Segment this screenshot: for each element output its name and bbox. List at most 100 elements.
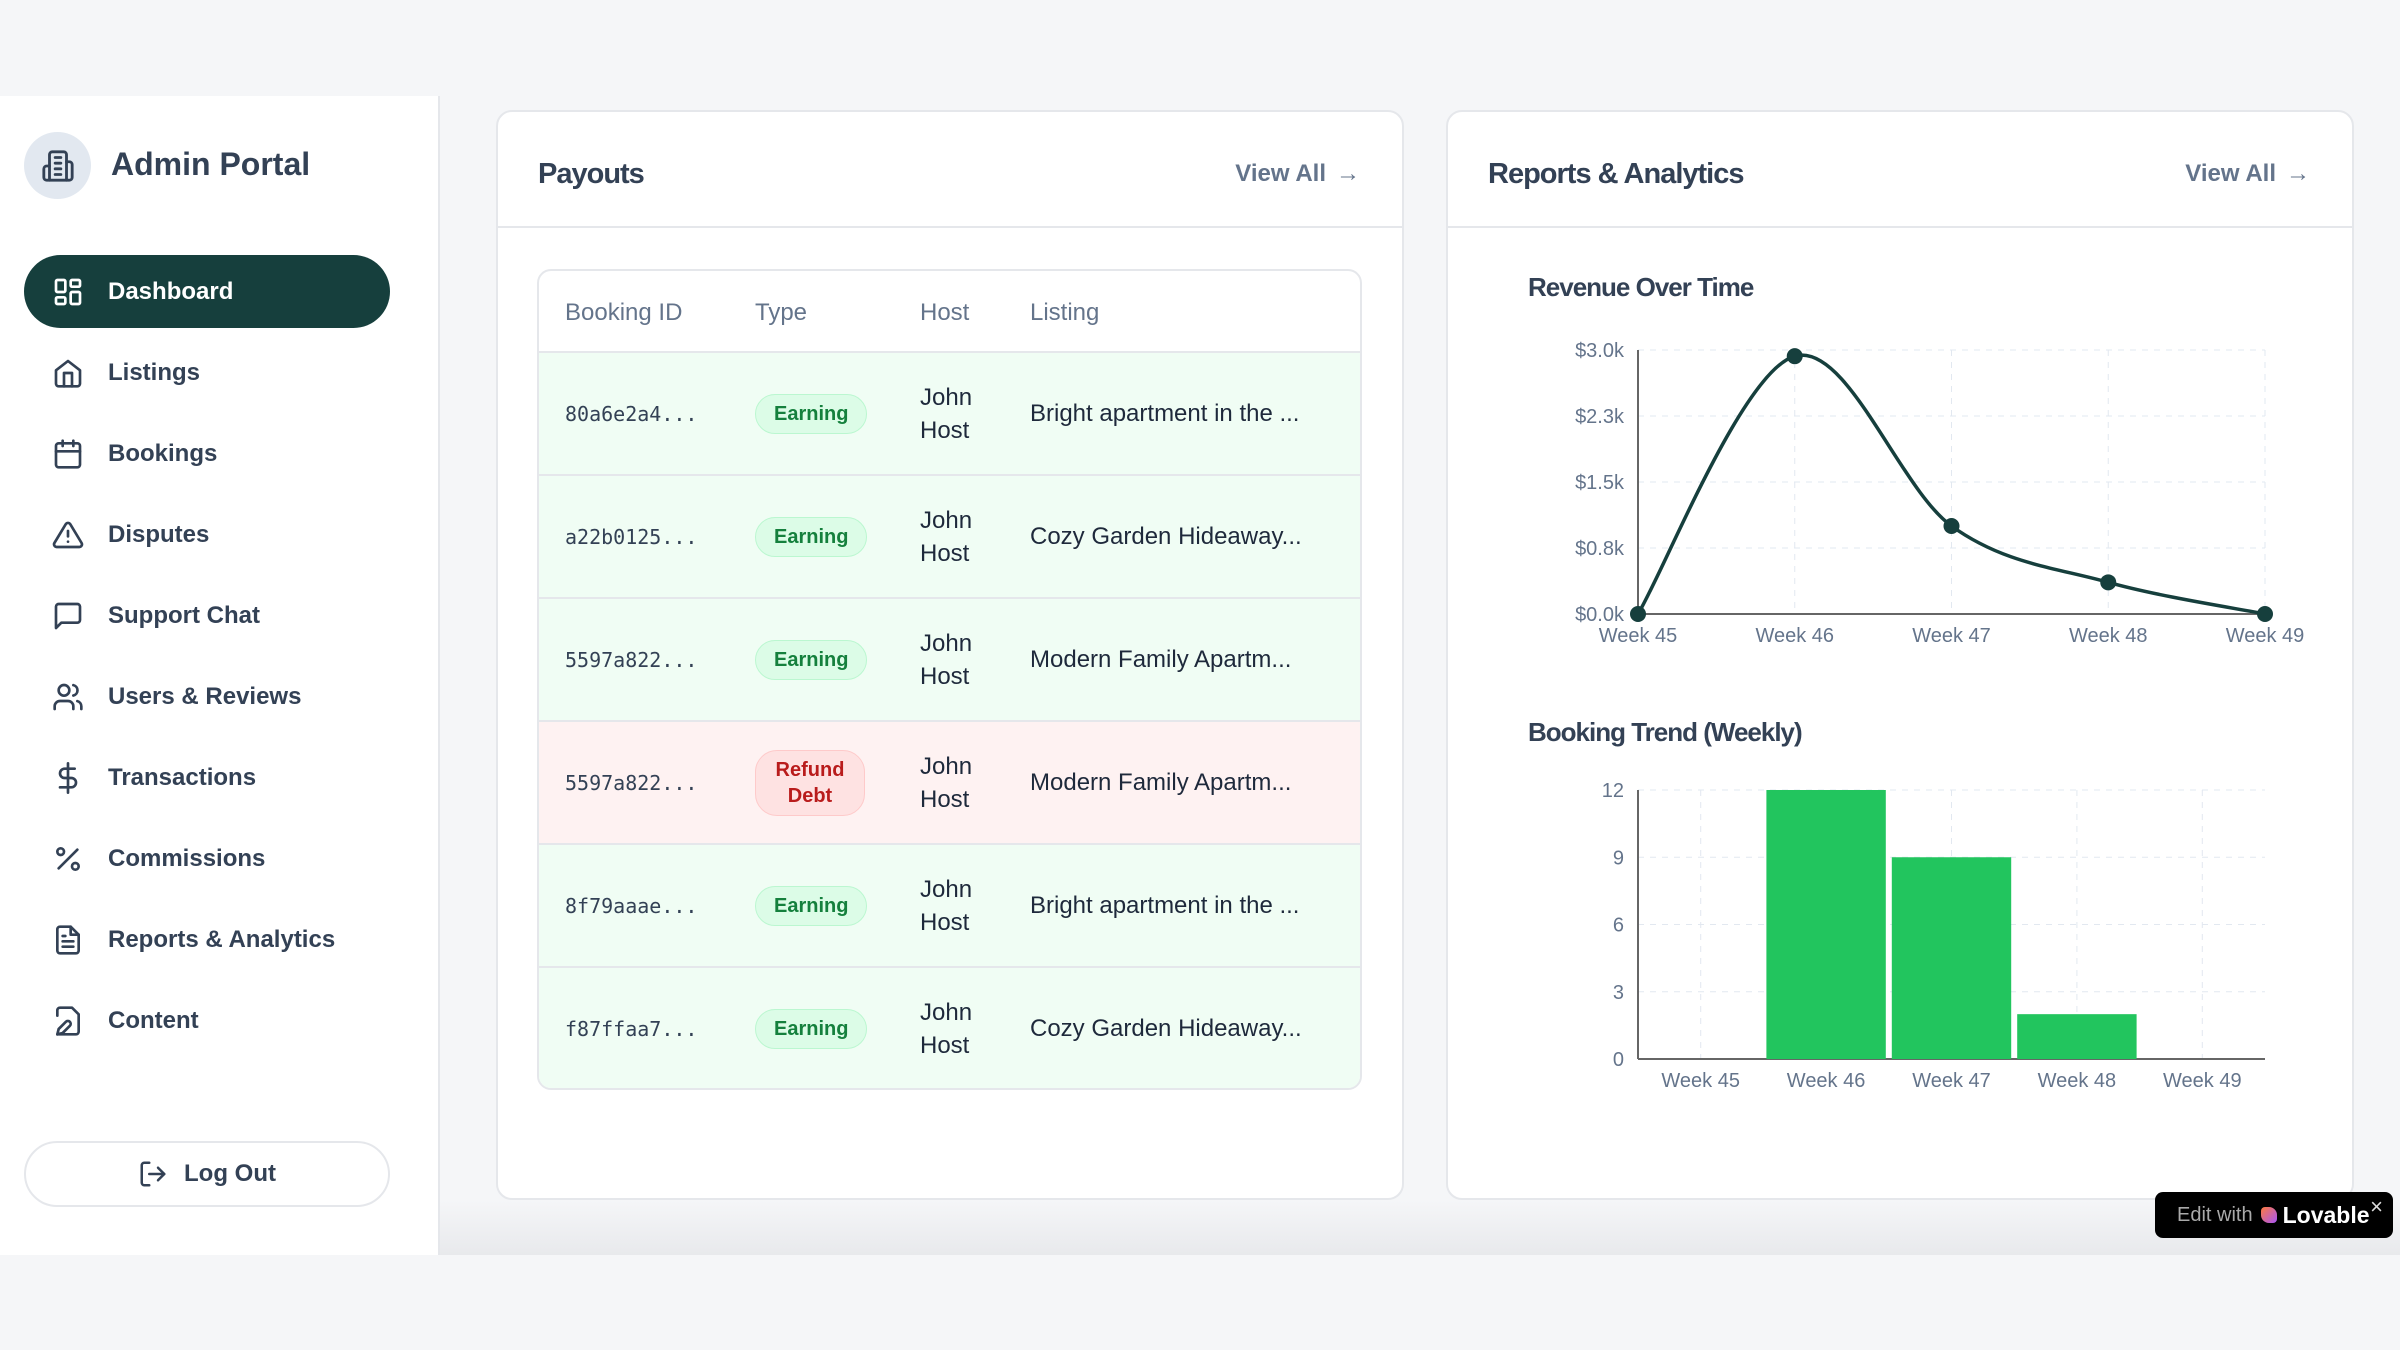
- x-tick-label: Week 48: [2069, 625, 2148, 647]
- revenue-point: [1786, 348, 1803, 365]
- type-badge: Earning: [755, 1008, 868, 1049]
- dollar-icon: [58, 761, 78, 794]
- file-text-icon: [56, 924, 80, 955]
- sidebar-item-transactions[interactable]: Transactions: [24, 741, 390, 814]
- payouts-view-all-link[interactable]: View All →: [1235, 160, 1360, 188]
- host-last-name: Host: [920, 662, 970, 690]
- booking-id: 5597a822...: [565, 647, 698, 672]
- type-badge: Earning: [755, 393, 868, 434]
- y-tick-label: $3.0k: [1575, 340, 1625, 362]
- type-badge: Earning: [755, 885, 868, 926]
- arrow-right-icon: →: [1336, 160, 1360, 187]
- table-row[interactable]: 5597a822... Refund Debt John Host Modern …: [539, 720, 1360, 843]
- brand-title: Admin Portal: [111, 146, 311, 182]
- x-tick-label: Week 47: [1912, 1070, 1991, 1092]
- layout-grid-icon: [54, 278, 82, 305]
- revenue-point: [1630, 606, 1646, 622]
- table-row[interactable]: a22b0125... Earning John Host Cozy Garden…: [539, 474, 1360, 597]
- sidebar-item-users-reviews[interactable]: Users & Reviews: [24, 660, 390, 733]
- host-first-name: John: [920, 875, 973, 903]
- table-row[interactable]: 80a6e2a4... Earning John Host Bright apar…: [539, 351, 1360, 474]
- y-tick-label: 9: [1613, 847, 1624, 869]
- reports-view-all-link[interactable]: View All →: [2185, 160, 2310, 188]
- y-tick-label: 0: [1613, 1049, 1624, 1071]
- host-first-name: John: [920, 506, 973, 534]
- sidebar-item-bookings[interactable]: Bookings: [24, 417, 390, 490]
- view-all-label: View All: [1235, 160, 1326, 187]
- alert-triangle-icon: [52, 521, 84, 548]
- x-tick-label: Week 45: [1599, 625, 1678, 647]
- home-icon: [54, 359, 82, 388]
- x-tick-label: Week 45: [1661, 1070, 1740, 1092]
- sidebar-item-label: Content: [108, 1006, 199, 1034]
- host-last-name: Host: [920, 908, 970, 936]
- x-tick-label: Week 49: [2163, 1070, 2242, 1092]
- booking-bar: [2017, 1014, 2137, 1059]
- calendar-icon: [54, 438, 82, 469]
- x-tick-label: Week 47: [1912, 625, 1991, 647]
- listing-name: Cozy Garden Hideaway...: [1030, 1014, 1302, 1042]
- sidebar-item-label: Users & Reviews: [108, 682, 302, 710]
- column-header-listing: Listing: [1030, 299, 1100, 326]
- column-header-type: Type: [755, 299, 808, 326]
- sidebar-item-label: Disputes: [108, 520, 210, 548]
- revenue-line: [1636, 353, 2266, 616]
- view-all-label: View All: [2185, 160, 2276, 187]
- x-tick-label: Week 46: [1755, 625, 1834, 647]
- host-last-name: Host: [920, 1031, 970, 1059]
- edit-with-lovable-badge[interactable]: Edit with Lovable ×: [2155, 1192, 2393, 1238]
- edit-file-icon: [56, 1005, 80, 1036]
- y-tick-label: $0.0k: [1575, 604, 1625, 626]
- sidebar-item-disputes[interactable]: Disputes: [24, 498, 390, 571]
- host-last-name: Host: [920, 416, 970, 444]
- logo: [24, 132, 91, 199]
- booking-chart-title: Booking Trend (Weekly): [1528, 717, 1803, 747]
- x-tick-label: Week 46: [1787, 1070, 1866, 1092]
- listing-name: Cozy Garden Hideaway...: [1030, 522, 1302, 550]
- footer-shadow: [440, 1200, 2400, 1255]
- percent-icon: [56, 846, 80, 871]
- lovable-heart-icon: [2260, 1207, 2277, 1223]
- y-tick-label: $2.3k: [1575, 406, 1625, 428]
- building-icon: [41, 149, 74, 182]
- listing-name: Modern Family Apartm...: [1030, 768, 1292, 796]
- booking-id: 80a6e2a4...: [565, 401, 698, 426]
- sidebar-item-support-chat[interactable]: Support Chat: [24, 579, 390, 652]
- x-tick-label: Week 49: [2226, 625, 2305, 647]
- sidebar-item-commissions[interactable]: Commissions: [24, 822, 390, 895]
- close-icon[interactable]: ×: [2370, 1194, 2383, 1219]
- booking-bar: [1891, 857, 2012, 1059]
- badge-prefix: Edit with: [2177, 1203, 2253, 1226]
- payouts-table: Booking ID Type Host Listing 80a6e2a4...…: [537, 269, 1362, 1090]
- booking-id: 8f79aaae...: [565, 893, 698, 918]
- revenue-point: [2257, 606, 2273, 622]
- listing-name: Bright apartment in the ...: [1030, 891, 1300, 919]
- sidebar-item-listings[interactable]: Listings: [24, 336, 390, 409]
- sidebar-item-dashboard[interactable]: Dashboard: [24, 255, 390, 328]
- listing-name: Modern Family Apartm...: [1030, 645, 1292, 673]
- sidebar-item-label: Bookings: [108, 439, 218, 467]
- logout-button[interactable]: Log Out: [24, 1141, 390, 1207]
- payouts-title: Payouts: [538, 158, 645, 190]
- host-first-name: John: [920, 998, 973, 1026]
- host-first-name: John: [920, 383, 973, 411]
- reports-title: Reports & Analytics: [1488, 158, 1744, 190]
- sidebar-item-label: Dashboard: [108, 277, 234, 305]
- listing-name: Bright apartment in the ...: [1030, 399, 1300, 427]
- table-row[interactable]: 8f79aaae... Earning John Host Bright apar…: [539, 843, 1360, 966]
- y-tick-label: $1.5k: [1575, 472, 1625, 494]
- sidebar-item-reports-analytics[interactable]: Reports & Analytics: [24, 903, 390, 976]
- table-row[interactable]: 5597a822... Earning John Host Modern Fami…: [539, 597, 1360, 720]
- sidebar-item-label: Transactions: [108, 763, 257, 791]
- revenue-chart-title: Revenue Over Time: [1528, 272, 1754, 302]
- booking-id: 5597a822...: [565, 770, 698, 795]
- table-row[interactable]: f87ffaa7... Earning John Host Cozy Garden…: [539, 966, 1360, 1088]
- y-tick-label: $0.8k: [1575, 538, 1625, 560]
- sidebar-item-content[interactable]: Content: [24, 984, 390, 1057]
- sidebar-item-label: Commissions: [108, 844, 266, 872]
- revenue-point: [2100, 574, 2117, 591]
- host-first-name: John: [920, 752, 973, 780]
- badge-brand: Lovable: [2282, 1201, 2370, 1228]
- arrow-right-icon: →: [2286, 160, 2310, 187]
- y-tick-label: 12: [1602, 780, 1624, 802]
